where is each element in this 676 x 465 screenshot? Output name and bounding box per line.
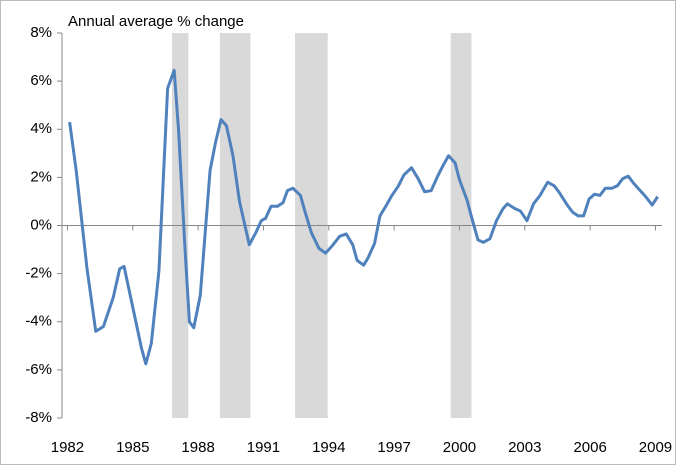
annotation: Annual average % change: [68, 13, 244, 30]
y-tick-label: 0%: [30, 216, 52, 233]
y-tick-label: 8%: [30, 24, 52, 41]
y-tick-label: -4%: [25, 313, 52, 330]
y-tick-label: -6%: [25, 361, 52, 378]
x-tick-label: 1991: [247, 439, 280, 456]
x-tick-label: 2003: [508, 439, 541, 456]
x-tick-label: 2009: [639, 439, 672, 456]
data-line: [68, 68, 659, 366]
x-tick-label: 1994: [312, 439, 345, 456]
x-tick-label: 1982: [51, 439, 84, 456]
y-tick-label: -8%: [25, 409, 52, 426]
x-tick-label: 2006: [573, 439, 606, 456]
y-tick-label: 4%: [30, 120, 52, 137]
x-tick-label: 1985: [116, 439, 149, 456]
y-tick-label: 2%: [30, 168, 52, 185]
x-tick-label: 1988: [181, 439, 214, 456]
x-tick-label: 2000: [443, 439, 476, 456]
y-tick-label: -2%: [25, 265, 52, 282]
y-tick-label: 6%: [30, 72, 52, 89]
x-tick-label: 1997: [377, 439, 410, 456]
